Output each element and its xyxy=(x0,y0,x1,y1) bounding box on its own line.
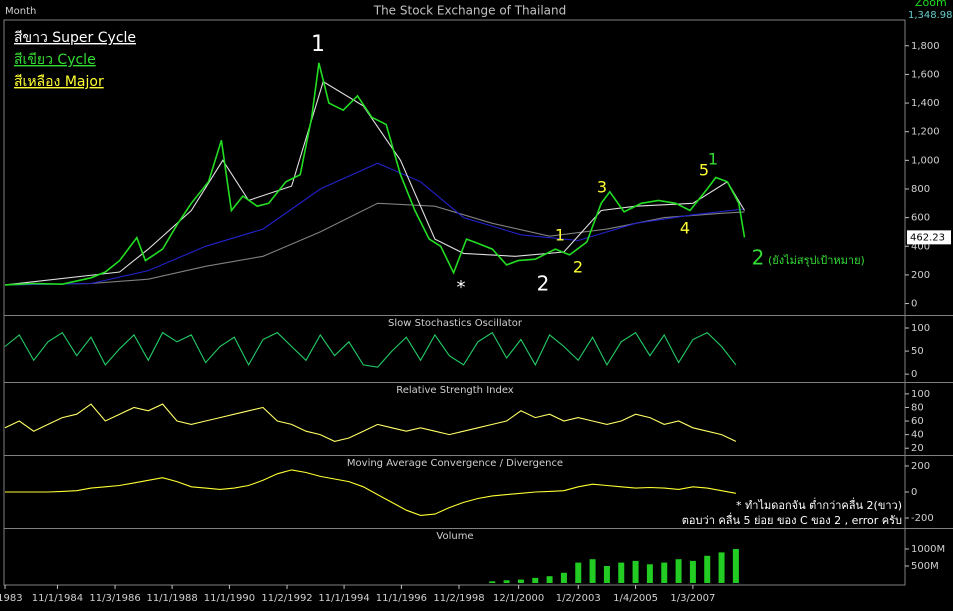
volume-bar xyxy=(661,562,668,583)
y-tick-label: 40 xyxy=(911,430,924,441)
x-tick-label: 1/2/2003 xyxy=(556,593,601,604)
y-tick-label: 100 xyxy=(911,389,930,400)
volume-bar xyxy=(517,579,524,583)
note-text: ตอบว่า คลื่น 5 ย่อย ของ C ของ 2 , error … xyxy=(682,512,902,527)
volume-bar xyxy=(689,560,696,583)
last-value-box xyxy=(907,230,951,245)
x-tick-label: 11/2/1992 xyxy=(261,593,312,604)
panel-title: Slow Stochastics Oscillator xyxy=(388,318,523,329)
x-tick-label: 11/1/1990 xyxy=(204,593,255,604)
y-tick-label: 80 xyxy=(911,402,924,413)
x-tick-label: 11/1/1996 xyxy=(376,593,427,604)
y-tick-label: 1,400 xyxy=(911,98,940,109)
series-line xyxy=(4,403,737,442)
x-tick-label: 1/4/2005 xyxy=(613,593,658,604)
wave-annotation: (ยังไม่สรุปเป้าหมาย) xyxy=(768,254,865,267)
wave-annotation: 3 xyxy=(597,178,607,197)
wave-annotation: 2 xyxy=(537,272,550,296)
wave-annotation: 2 xyxy=(752,246,765,270)
wave-annotation: 5 xyxy=(699,161,709,180)
panel-title: Relative Strength Index xyxy=(396,385,514,396)
y-tick-label: 60 xyxy=(911,416,924,427)
wave-annotation: 1 xyxy=(311,32,325,57)
wave-annotation: 4 xyxy=(680,219,690,238)
legend-text: สีเหลือง Major xyxy=(14,74,104,90)
volume-bar xyxy=(532,577,539,583)
y-tick-label: 400 xyxy=(911,241,930,252)
volume-bar xyxy=(503,580,510,583)
volume-bar xyxy=(675,559,682,583)
y-tick-label: 500M xyxy=(911,561,939,572)
y-tick-label: 20 xyxy=(911,443,924,454)
volume-bar xyxy=(618,562,625,583)
plot-frame xyxy=(3,19,906,586)
wave-annotation: 1 xyxy=(555,226,565,245)
series-line xyxy=(5,469,736,516)
volume-bar xyxy=(589,559,596,583)
legend-text: สีเขียว Cycle xyxy=(14,52,96,68)
y-tick-label: -200 xyxy=(911,513,934,524)
y-tick-label: 1,200 xyxy=(911,127,940,138)
x-tick-label: 11/2/1998 xyxy=(433,593,484,604)
volume-bar xyxy=(560,572,567,583)
y-tick-label: 1,600 xyxy=(911,69,940,80)
series-line xyxy=(4,331,737,368)
volume-bar xyxy=(489,581,496,583)
x-tick-label: 11/1/1984 xyxy=(32,593,83,604)
panel-title: Moving Average Convergence / Divergence xyxy=(347,458,563,469)
volume-bar xyxy=(603,565,610,583)
x-tick-label: 12/1/2000 xyxy=(493,593,544,604)
volume-bar xyxy=(646,564,653,583)
volume-bar xyxy=(546,576,553,583)
y-tick-label: 100 xyxy=(911,323,930,334)
x-tick-label: 1/1983 xyxy=(0,593,23,604)
last-value-label: 462.23 xyxy=(910,232,945,243)
volume-bar xyxy=(732,548,739,583)
y-tick-label: 600 xyxy=(911,213,930,224)
y-tick-label: 0 xyxy=(911,299,917,310)
volume-bar xyxy=(632,560,639,583)
wave-annotation: 2 xyxy=(573,258,583,277)
series-line xyxy=(4,62,746,286)
panel-title: Volume xyxy=(436,531,473,542)
legend-text: สีขาว Super Cycle xyxy=(14,30,136,46)
note-text: * ทำไมดอกจัน ต่ำกว่าคลื่น 2(ขาว) xyxy=(736,497,902,512)
y-tick-label: 0 xyxy=(911,487,917,498)
y-tick-label: 1,800 xyxy=(911,41,940,52)
y-tick-label: 50 xyxy=(911,346,924,357)
series-line xyxy=(4,202,745,286)
wave-annotation: * xyxy=(457,277,466,298)
x-tick-label: 1/3/2007 xyxy=(670,593,715,604)
zoom-label[interactable]: Zoom xyxy=(915,0,947,9)
y-tick-label: 1,000 xyxy=(911,155,940,166)
wave-annotation: 1 xyxy=(708,150,718,169)
volume-bar xyxy=(704,555,711,583)
y-tick-label: 800 xyxy=(911,184,930,195)
volume-bar xyxy=(718,552,725,583)
x-tick-label: 11/1/1988 xyxy=(146,593,197,604)
x-tick-label: 11/1/1994 xyxy=(318,593,369,604)
period-label: Month xyxy=(5,6,36,17)
panel-title: The Stock Exchange of Thailand xyxy=(373,4,567,18)
volume-bar xyxy=(575,562,582,583)
y-tick-label: 0 xyxy=(911,369,917,380)
x-tick-label: 11/3/1986 xyxy=(89,593,140,604)
cursor-value: 1,348.98 xyxy=(908,10,953,21)
y-tick-label: 200 xyxy=(911,270,930,281)
y-tick-label: 1000M xyxy=(911,544,945,555)
y-tick-label: 200 xyxy=(911,461,930,472)
